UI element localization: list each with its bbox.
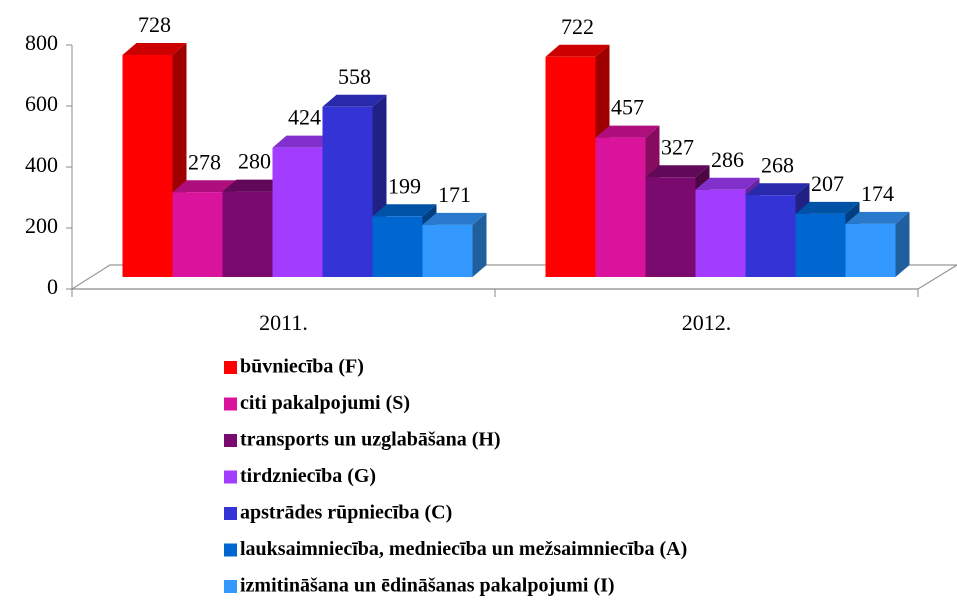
x-tick-label: 2012. [682,310,732,335]
legend-label: apstrādes rūpniecība (C) [240,502,452,524]
legend-swatch [224,470,237,484]
legend-swatch [224,543,237,557]
data-label: 171 [438,182,471,207]
bar [222,191,273,277]
bar [595,137,646,277]
data-label: 728 [138,12,171,37]
bar-top [595,125,660,138]
data-label: 280 [238,149,271,174]
bar-top [745,183,810,196]
bar-top [545,44,610,57]
bar-side [895,211,910,277]
bar [795,213,846,277]
bar-top [222,179,287,192]
data-label: 558 [338,64,371,89]
data-label: 457 [611,95,644,120]
bar [272,147,323,277]
bar [845,223,896,277]
data-label: 199 [388,173,421,198]
y-tick-label: 400 [25,152,58,177]
bar-top [695,177,760,190]
bar-side [472,212,487,277]
bar-top [422,212,487,225]
data-label: 424 [288,105,321,130]
bar [422,224,473,277]
legend-swatch [224,434,237,447]
legend-swatch [224,361,237,374]
bar-top [372,204,437,217]
legend-swatch [224,507,237,520]
data-label: 278 [188,149,221,174]
y-tick-label: 0 [47,274,58,299]
bar-top [272,135,337,148]
legend-label: citi pakalpojumi (S) [240,392,410,414]
bar [122,54,173,278]
legend-label: transports un uzglabāšana (H) [240,429,501,451]
bar-top [172,180,237,193]
data-label: 286 [711,147,744,172]
legend-swatch [224,397,237,411]
bar [645,177,696,277]
legend-label: izmitināšana un ēdināšanas pakalpojumi (… [240,575,615,597]
bar [545,56,596,277]
bar [172,192,223,277]
legend-label: būvniecība (F) [240,356,364,378]
data-label: 722 [561,14,594,39]
y-tick-label: 600 [25,91,58,116]
bar-top [322,94,387,107]
legend-label: lauksaimniecība, medniecība un mežsaimni… [240,538,687,560]
data-label: 174 [861,181,894,206]
y-tick-label: 200 [25,213,58,238]
bar-top [645,165,710,178]
x-tick-label: 2011. [259,310,308,335]
data-label: 327 [661,134,694,159]
bar-top [795,201,860,214]
y-tick-label: 800 [25,30,58,55]
bar [372,216,423,277]
bar [745,195,796,277]
bar-top [122,42,187,55]
bar [695,189,746,277]
data-label: 207 [811,171,844,196]
data-label: 268 [761,152,794,177]
bar-top [845,211,910,224]
bar [322,106,373,277]
legend-label: tirdzniecība (G) [240,465,376,487]
legend-swatch [224,580,237,593]
